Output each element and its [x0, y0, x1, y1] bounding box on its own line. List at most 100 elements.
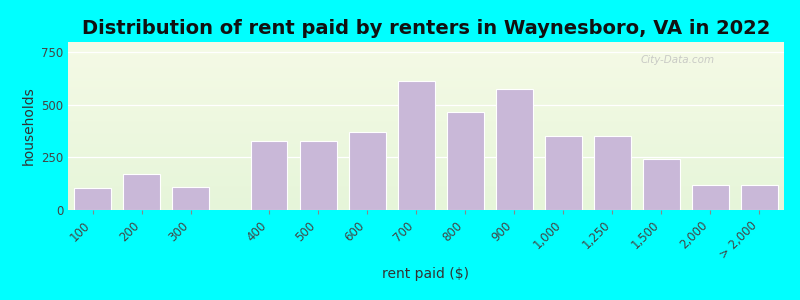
Bar [68, 103, 784, 104]
Bar [68, 160, 784, 161]
Bar [692, 185, 729, 210]
Bar [68, 42, 784, 43]
Bar [68, 182, 784, 183]
Bar [68, 183, 784, 184]
Bar [68, 147, 784, 148]
Bar [68, 155, 784, 156]
Bar [68, 204, 784, 205]
Bar [68, 83, 784, 84]
Bar [68, 133, 784, 134]
Bar [68, 123, 784, 124]
Bar [68, 160, 784, 161]
Bar [68, 51, 784, 52]
Bar [68, 56, 784, 57]
Bar [68, 195, 784, 196]
Y-axis label: households: households [22, 87, 35, 165]
Bar [68, 48, 784, 49]
Bar [68, 87, 784, 88]
Bar [68, 201, 784, 202]
Bar [123, 174, 160, 210]
Bar [68, 126, 784, 127]
Bar [68, 125, 784, 126]
Bar [68, 105, 784, 106]
Bar [68, 208, 784, 209]
Bar [68, 203, 784, 204]
Bar [68, 94, 784, 95]
Bar [68, 108, 784, 109]
Bar [68, 98, 784, 99]
Title: Distribution of rent paid by renters in Waynesboro, VA in 2022: Distribution of rent paid by renters in … [82, 19, 770, 38]
Bar [68, 149, 784, 150]
Bar [74, 188, 111, 210]
Bar [68, 61, 784, 62]
Bar [68, 177, 784, 178]
Bar [68, 110, 784, 111]
Bar [68, 84, 784, 85]
Bar [68, 92, 784, 93]
Bar [68, 118, 784, 119]
X-axis label: rent paid ($): rent paid ($) [382, 267, 470, 281]
Bar [300, 141, 337, 210]
Bar [250, 141, 287, 210]
Bar [68, 191, 784, 192]
Bar [68, 179, 784, 180]
Bar [545, 136, 582, 210]
Bar [68, 101, 784, 102]
Bar [68, 115, 784, 116]
Bar [68, 59, 784, 60]
Bar [68, 176, 784, 177]
Bar [68, 49, 784, 50]
Bar [68, 142, 784, 143]
Bar [68, 106, 784, 107]
Bar [68, 135, 784, 136]
Bar [68, 186, 784, 187]
Bar [68, 54, 784, 55]
Bar [68, 189, 784, 190]
Bar [68, 181, 784, 182]
Bar [68, 158, 784, 159]
Bar [68, 68, 784, 69]
Bar [68, 202, 784, 203]
Bar [68, 166, 784, 167]
Bar [68, 167, 784, 168]
Bar [68, 47, 784, 48]
Bar [68, 117, 784, 118]
Bar [68, 43, 784, 44]
Bar [68, 64, 784, 65]
Bar [68, 127, 784, 128]
Bar [68, 74, 784, 75]
Bar [68, 165, 784, 166]
Bar [68, 148, 784, 149]
Bar [68, 114, 784, 115]
Bar [68, 193, 784, 194]
Bar [68, 52, 784, 53]
Bar [68, 121, 784, 122]
Bar [68, 141, 784, 142]
Bar [68, 187, 784, 188]
Bar [68, 77, 784, 78]
Bar [68, 67, 784, 68]
Bar [643, 158, 680, 210]
Bar [741, 185, 778, 210]
Bar [68, 66, 784, 67]
Bar [68, 69, 784, 70]
Bar [68, 100, 784, 101]
Bar [68, 174, 784, 175]
Bar [68, 168, 784, 169]
Bar [68, 194, 784, 195]
Bar [68, 78, 784, 79]
Bar [68, 173, 784, 174]
Bar [68, 205, 784, 206]
Bar [68, 122, 784, 123]
Bar [68, 58, 784, 59]
Bar [68, 178, 784, 179]
Bar [68, 70, 784, 71]
Bar [172, 187, 209, 210]
Bar [68, 185, 784, 186]
Bar [349, 132, 386, 210]
Bar [68, 130, 784, 131]
Bar [594, 136, 630, 210]
Bar [68, 175, 784, 176]
Bar [68, 63, 784, 64]
Bar [68, 134, 784, 135]
